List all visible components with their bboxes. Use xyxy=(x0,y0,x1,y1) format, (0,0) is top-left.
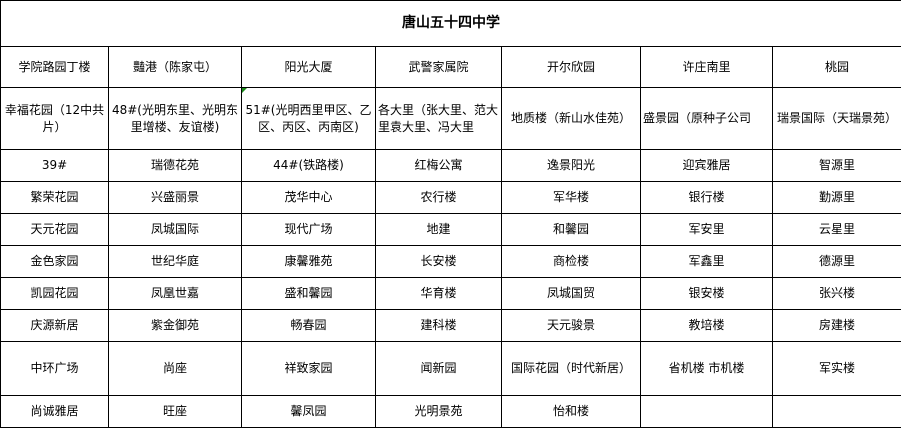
table-cell[interactable]: 世纪华庭 xyxy=(109,246,242,278)
header-cell[interactable]: 开尔欣园 xyxy=(502,47,641,88)
table-cell[interactable]: 金色家园 xyxy=(1,246,109,278)
table-cell[interactable]: 庆源新居 xyxy=(1,310,109,342)
table-cell[interactable]: 军实楼 xyxy=(773,342,901,396)
table-cell[interactable]: 尚诚雅居 xyxy=(1,396,109,428)
table-cell[interactable]: 房建楼 xyxy=(773,310,901,342)
table-cell[interactable]: 51#(光明西里甲区、乙区、丙区、丙南区) xyxy=(242,88,376,150)
table-cell[interactable] xyxy=(641,396,773,428)
table-cell[interactable]: 天元骏景 xyxy=(502,310,641,342)
table-cell[interactable]: 畅春园 xyxy=(242,310,376,342)
table-cell[interactable]: 天元花园 xyxy=(1,214,109,246)
table-cell[interactable]: 康馨雅苑 xyxy=(242,246,376,278)
table-cell[interactable]: 银安楼 xyxy=(641,278,773,310)
table-cell[interactable]: 地建 xyxy=(376,214,502,246)
table-cell[interactable]: 44#(铁路楼) xyxy=(242,150,376,182)
table-cell[interactable]: 和馨园 xyxy=(502,214,641,246)
table-cell[interactable]: 智源里 xyxy=(773,150,901,182)
table-cell[interactable]: 48#(光明东里、光明东里增楼、友谊楼) xyxy=(109,88,242,150)
table-cell[interactable]: 长安楼 xyxy=(376,246,502,278)
table-row: 繁荣花园兴盛丽景茂华中心农行楼军华楼银行楼勤源里 xyxy=(1,182,901,214)
table-cell[interactable]: 中环广场 xyxy=(1,342,109,396)
table-row: 凯园花园凤凰世嘉盛和馨园华育楼凤城国贸银安楼张兴楼 xyxy=(1,278,901,310)
table-row: 天元花园凤城国际现代广场地建和馨园军安里云星里 xyxy=(1,214,901,246)
table-cell[interactable]: 地质楼（新山水佳苑） xyxy=(502,88,641,150)
table-cell[interactable]: 德源里 xyxy=(773,246,901,278)
header-cell[interactable]: 阳光大厦 xyxy=(242,47,376,88)
table-cell[interactable]: 瑞景国际（天瑞景苑） xyxy=(773,88,901,150)
table-cell[interactable]: 军鑫里 xyxy=(641,246,773,278)
table-cell[interactable]: 张兴楼 xyxy=(773,278,901,310)
table-row: 幸福花园（12中共片）48#(光明东里、光明东里增楼、友谊楼)51#(光明西里甲… xyxy=(1,88,901,150)
table-cell[interactable]: 华育楼 xyxy=(376,278,502,310)
table-cell[interactable]: 兴盛丽景 xyxy=(109,182,242,214)
table-cell[interactable]: 省机楼 市机楼 xyxy=(641,342,773,396)
table-cell[interactable]: 国际花园（时代新居） xyxy=(502,342,641,396)
table-cell[interactable]: 旺座 xyxy=(109,396,242,428)
header-cell[interactable]: 许庄南里 xyxy=(641,47,773,88)
table-cell[interactable]: 云星里 xyxy=(773,214,901,246)
header-cell[interactable]: 桃园 xyxy=(773,47,901,88)
table-cell[interactable]: 光明景苑 xyxy=(376,396,502,428)
table-cell[interactable]: 红梅公寓 xyxy=(376,150,502,182)
table-cell[interactable]: 祥致家园 xyxy=(242,342,376,396)
table-cell[interactable]: 怡和楼 xyxy=(502,396,641,428)
table-cell[interactable]: 建科楼 xyxy=(376,310,502,342)
table-cell[interactable]: 盛景园（原种子公司 xyxy=(641,88,773,150)
table-cell[interactable]: 幸福花园（12中共片） xyxy=(1,88,109,150)
table-cell[interactable]: 紫金御苑 xyxy=(109,310,242,342)
header-cell[interactable]: 武警家属院 xyxy=(376,47,502,88)
table-cell[interactable]: 闻新园 xyxy=(376,342,502,396)
table-cell[interactable]: 39# xyxy=(1,150,109,182)
table-cell[interactable]: 尚座 xyxy=(109,342,242,396)
table-cell[interactable]: 各大里（张大里、范大里袁大里、冯大里 xyxy=(376,88,502,150)
table-cell[interactable]: 银行楼 xyxy=(641,182,773,214)
table-cell[interactable] xyxy=(773,396,901,428)
table-row: 庆源新居紫金御苑畅春园建科楼天元骏景教培楼房建楼 xyxy=(1,310,901,342)
table-cell[interactable]: 凤城国际 xyxy=(109,214,242,246)
table-cell[interactable]: 瑞德花苑 xyxy=(109,150,242,182)
header-cell[interactable]: 豔港（陈家屯） xyxy=(109,47,242,88)
table-cell[interactable]: 逸景阳光 xyxy=(502,150,641,182)
table-row: 中环广场尚座祥致家园闻新园国际花园（时代新居）省机楼 市机楼军实楼 xyxy=(1,342,901,396)
table-cell[interactable]: 繁荣花园 xyxy=(1,182,109,214)
table-title[interactable]: 唐山五十四中学 xyxy=(1,1,901,47)
table-cell[interactable]: 军华楼 xyxy=(502,182,641,214)
table-cell[interactable]: 现代广场 xyxy=(242,214,376,246)
table-cell[interactable]: 迎宾雅居 xyxy=(641,150,773,182)
table-cell[interactable]: 农行楼 xyxy=(376,182,502,214)
header-row: 学院路园丁楼豔港（陈家屯）阳光大厦武警家属院开尔欣园许庄南里桃园 xyxy=(1,47,901,88)
table-row: 金色家园世纪华庭康馨雅苑长安楼商检楼军鑫里德源里 xyxy=(1,246,901,278)
header-cell[interactable]: 学院路园丁楼 xyxy=(1,47,109,88)
table-cell[interactable]: 凤城国贸 xyxy=(502,278,641,310)
table-cell[interactable]: 茂华中心 xyxy=(242,182,376,214)
table-cell[interactable]: 勤源里 xyxy=(773,182,901,214)
table-cell[interactable]: 盛和馨园 xyxy=(242,278,376,310)
table-cell[interactable]: 商检楼 xyxy=(502,246,641,278)
table-cell[interactable]: 军安里 xyxy=(641,214,773,246)
table-cell[interactable]: 凤凰世嘉 xyxy=(109,278,242,310)
table-cell[interactable]: 凯园花园 xyxy=(1,278,109,310)
table-cell[interactable]: 教培楼 xyxy=(641,310,773,342)
table-row: 尚诚雅居旺座馨凤园光明景苑怡和楼 xyxy=(1,396,901,428)
table-cell[interactable]: 馨凤园 xyxy=(242,396,376,428)
